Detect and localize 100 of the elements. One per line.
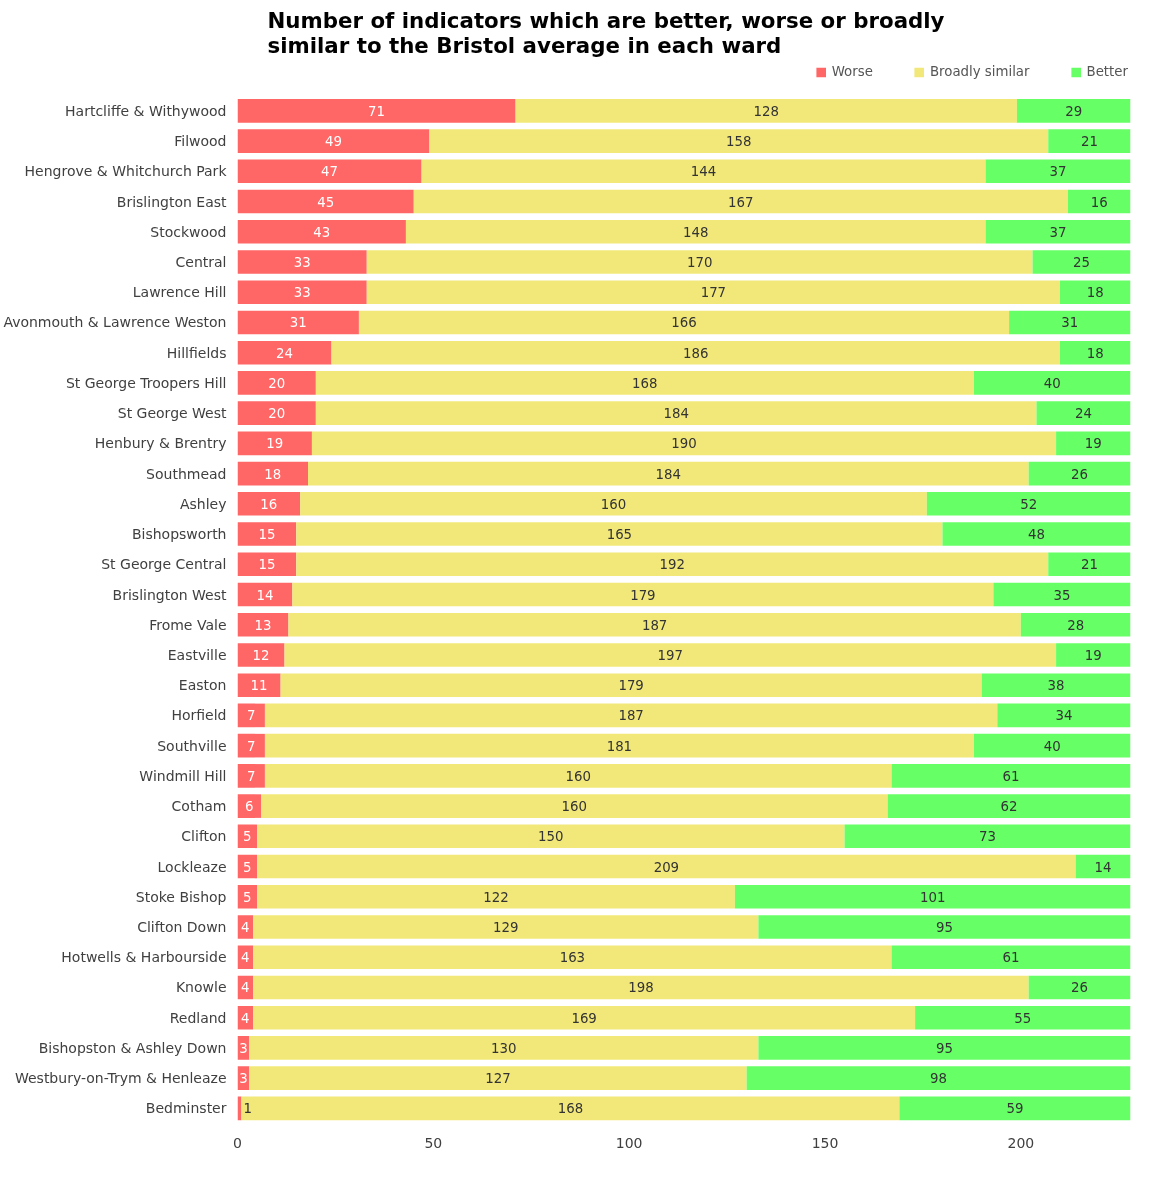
y-tick-label: St George Troopers Hill [65, 374, 227, 391]
data-label: 73 [979, 829, 997, 845]
y-tick-label: Bishopston & Ashley Down [38, 1039, 227, 1056]
bar [891, 764, 1131, 788]
data-label: 127 [485, 1071, 511, 1087]
bar [296, 552, 1049, 577]
bar [1048, 552, 1131, 577]
data-label: 20 [268, 406, 286, 422]
data-label: 166 [671, 315, 697, 331]
bar [237, 219, 406, 244]
bar [997, 703, 1131, 728]
bar [1075, 854, 1131, 879]
data-label: 160 [600, 496, 627, 512]
data-label: 3 [239, 1040, 248, 1056]
data-label: 5 [243, 889, 252, 905]
data-label: 5 [243, 829, 252, 845]
bar [758, 915, 1131, 939]
bar [1020, 612, 1131, 637]
bar [315, 371, 974, 395]
bar [237, 673, 281, 697]
bar [237, 733, 265, 758]
bar [734, 884, 1131, 909]
data-label: 197 [657, 647, 684, 663]
data-label: 26 [1071, 980, 1089, 996]
legend-label: Worse [831, 64, 873, 79]
y-tick-label: Lockleaze [157, 858, 227, 875]
bar [1016, 99, 1131, 123]
bar [237, 431, 312, 456]
bar [253, 945, 892, 970]
bar [237, 340, 332, 365]
data-label: 37 [1049, 164, 1067, 180]
data-label: 4 [241, 1010, 250, 1026]
bar [1067, 189, 1131, 214]
y-tick-label: Brislington East [116, 193, 228, 210]
y-tick-label: Lawrence Hill [132, 284, 227, 301]
data-label: 16 [260, 496, 278, 512]
data-label: 101 [919, 889, 946, 905]
data-label: 4 [241, 950, 250, 966]
bar [237, 371, 316, 395]
bar [292, 582, 994, 607]
bar [1056, 643, 1131, 667]
bar [237, 612, 289, 637]
bar [515, 99, 1017, 123]
bar [926, 492, 1131, 516]
bar [284, 643, 1057, 667]
y-tick-label: Henbury & Brentry [94, 435, 227, 452]
bar [985, 159, 1131, 184]
y-tick-label: Ashley [179, 495, 227, 512]
y-tick-label: Windmill Hill [139, 767, 227, 784]
data-label: 40 [1043, 375, 1061, 391]
bar [264, 733, 974, 758]
y-tick-label: Eastville [167, 646, 227, 663]
data-label: 13 [254, 617, 272, 633]
data-label: 47 [321, 164, 339, 180]
data-label: 14 [1094, 859, 1112, 875]
data-label: 186 [683, 345, 709, 361]
data-label: 31 [1061, 315, 1079, 331]
bar [253, 915, 759, 939]
bar [241, 1096, 900, 1121]
bar [1032, 250, 1131, 274]
data-label: 95 [935, 1040, 953, 1056]
bar [421, 159, 986, 184]
bar [315, 401, 1037, 425]
bar [237, 703, 265, 728]
data-label: 25 [1073, 255, 1091, 270]
bar [1048, 129, 1131, 153]
data-label: 37 [1049, 224, 1067, 240]
y-tick-label: St George Central [101, 556, 227, 573]
y-tick-label: Westbury-on-Trym & Henleaze [14, 1070, 227, 1087]
y-tick-label: Clifton [181, 828, 227, 845]
data-label: 45 [317, 194, 335, 210]
data-label: 71 [368, 103, 386, 119]
data-label: 15 [258, 557, 276, 573]
y-tick-label: Hillfields [166, 344, 227, 361]
bar [257, 854, 1076, 879]
data-label: 168 [557, 1101, 584, 1117]
data-label: 184 [655, 466, 682, 482]
data-label: 20 [268, 375, 286, 391]
data-label: 181 [606, 738, 633, 754]
legend-label: Broadly similar [929, 64, 1030, 79]
bar [237, 310, 359, 335]
bar [237, 492, 301, 516]
data-label: 62 [1000, 799, 1018, 815]
data-label: 18 [264, 466, 282, 482]
y-tick-label: Southmead [146, 465, 227, 482]
bar [249, 1066, 747, 1090]
bar [413, 189, 1068, 214]
x-tick-label: 0 [233, 1134, 242, 1151]
data-label: 33 [293, 255, 311, 270]
data-label: 19 [1084, 647, 1102, 663]
bar [253, 975, 1029, 1000]
data-label: 31 [289, 315, 307, 331]
bar [237, 794, 261, 818]
bar [311, 431, 1057, 456]
bar [405, 219, 986, 244]
bar [331, 340, 1060, 365]
y-tick-label: Southville [157, 737, 227, 754]
bar [1060, 340, 1131, 365]
bar [300, 492, 927, 516]
bar [249, 1036, 759, 1060]
